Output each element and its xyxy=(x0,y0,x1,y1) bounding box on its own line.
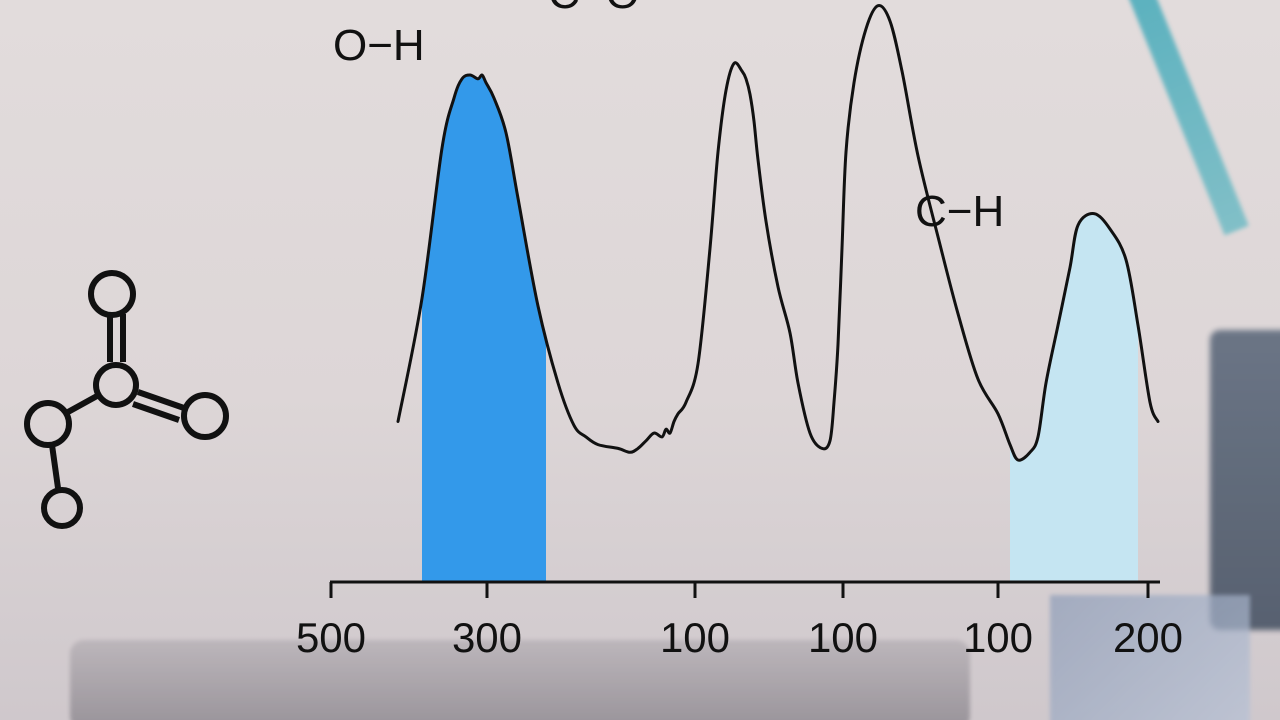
molecule-bond xyxy=(137,389,185,411)
x-tick-label: 300 xyxy=(452,614,522,661)
x-tick-label: 500 xyxy=(296,614,366,661)
shaded-bands xyxy=(422,74,1138,582)
peak-labels: O−H C−O C−H xyxy=(333,0,1004,236)
peak-label-ch: C−H xyxy=(915,187,1004,236)
background-device xyxy=(1210,330,1280,630)
molecule-atom xyxy=(181,392,229,440)
peak-label-co: C−O xyxy=(548,0,640,18)
background-shelf xyxy=(70,640,970,720)
x-tick-label: 100 xyxy=(808,614,878,661)
molecule-atom xyxy=(24,400,72,448)
molecule-bond xyxy=(49,444,61,489)
background-plate xyxy=(1050,595,1250,720)
molecule-atom xyxy=(41,487,83,529)
x-tick-label: 200 xyxy=(1113,614,1183,661)
molecule-bond xyxy=(132,401,180,423)
spectrum-line xyxy=(396,4,1160,462)
shaded-band-oh xyxy=(422,74,546,582)
x-ticks: 500 300 100 100 100 200 xyxy=(296,582,1183,661)
x-tick-label: 100 xyxy=(963,614,1033,661)
x-tick-label: 100 xyxy=(660,614,730,661)
shaded-band-ch xyxy=(1010,213,1138,582)
molecule-bond xyxy=(66,393,99,415)
molecule-atom xyxy=(93,362,139,408)
peak-label-oh: O−H xyxy=(333,21,425,70)
molecule-atom xyxy=(88,270,136,318)
